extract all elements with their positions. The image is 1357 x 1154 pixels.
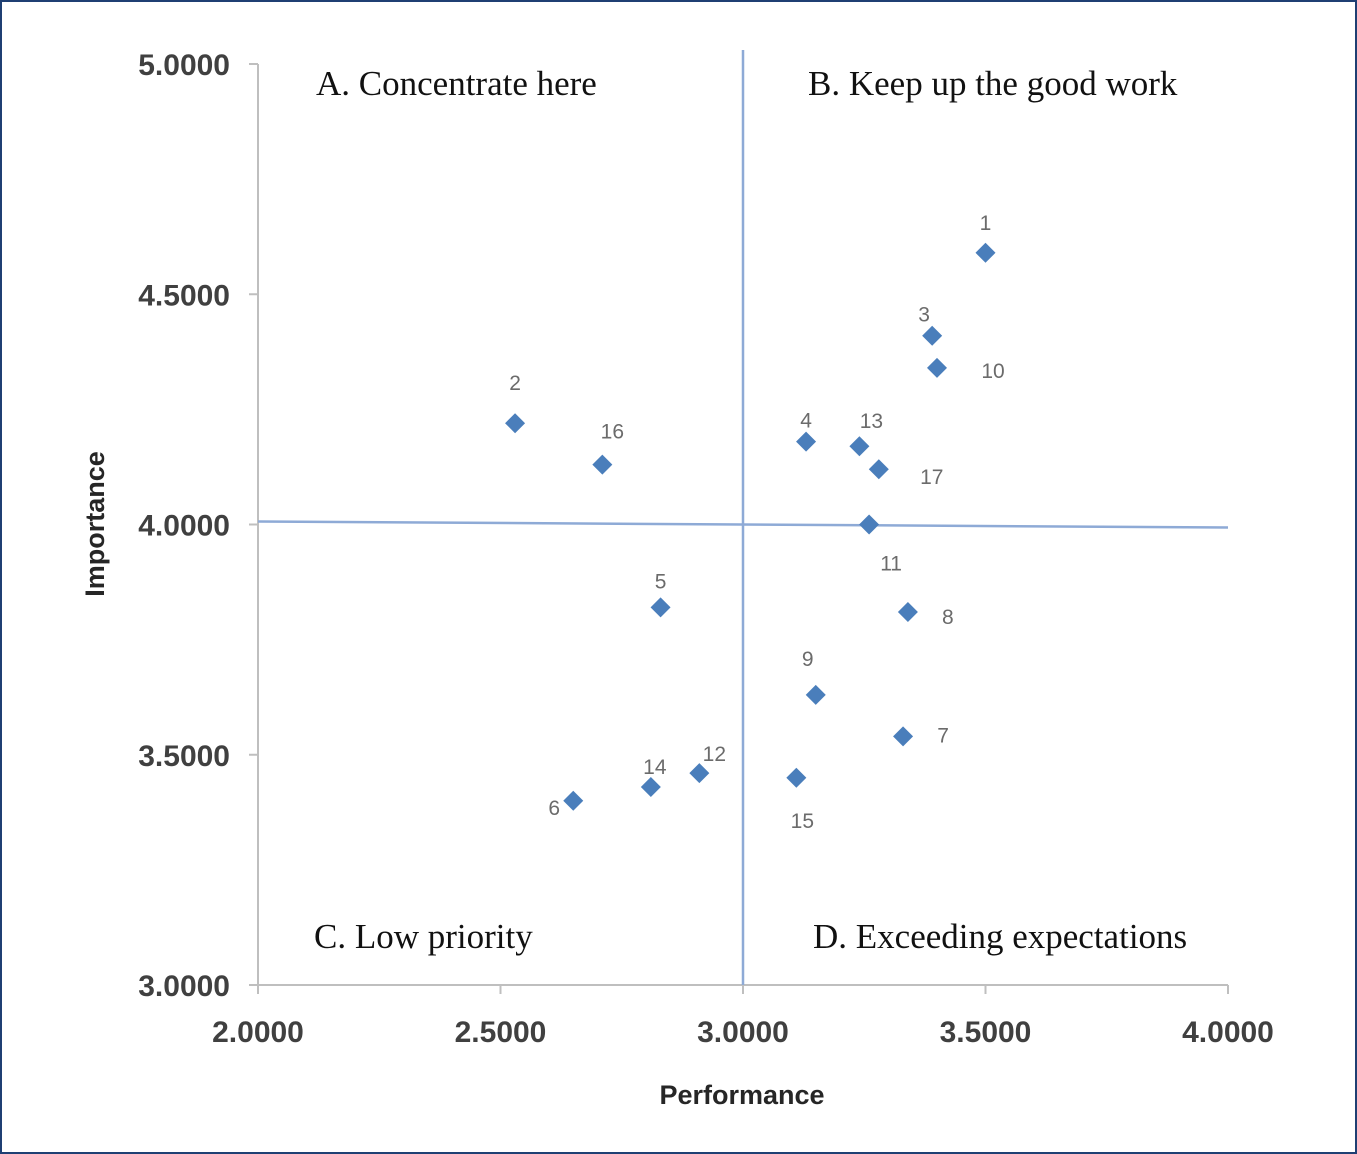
data-point-8 — [897, 601, 918, 622]
y-axis-title: Importance — [80, 451, 110, 597]
quadrant-d-label: D. Exceeding expectations — [813, 917, 1187, 956]
point-label-2: 2 — [509, 372, 521, 395]
data-point-12 — [689, 763, 710, 784]
data-point-2 — [505, 413, 526, 434]
point-label-6: 6 — [548, 797, 560, 820]
point-label-14: 14 — [643, 756, 667, 779]
x-tick-label: 4.0000 — [1182, 1016, 1274, 1049]
data-point-16 — [592, 454, 613, 475]
point-label-3: 3 — [918, 304, 930, 327]
data-point-7 — [893, 726, 914, 747]
horizontal-divider — [257, 520, 1229, 529]
x-ticks: 2.0000 2.5000 3.0000 3.5000 4.0000 — [212, 985, 1274, 1049]
data-point-17 — [868, 459, 889, 480]
x-tick-label: 3.0000 — [697, 1016, 789, 1049]
data-point-5 — [650, 597, 671, 618]
y-tick-label: 5.0000 — [138, 49, 230, 82]
quadrant-b-label: B. Keep up the good work — [808, 64, 1178, 103]
point-label-15: 15 — [791, 810, 814, 833]
data-point-9 — [805, 684, 826, 705]
point-label-13: 13 — [860, 410, 883, 433]
data-point-1 — [975, 242, 996, 263]
data-point-6 — [563, 790, 584, 811]
point-label-5: 5 — [655, 570, 667, 593]
x-tick-label: 3.5000 — [940, 1016, 1032, 1049]
point-label-8: 8 — [942, 606, 954, 629]
data-point-3 — [922, 325, 943, 346]
quadrant-c-label: C. Low priority — [314, 917, 533, 956]
y-ticks: 3.0000 3.5000 4.0000 4.5000 5.0000 — [138, 49, 258, 1003]
data-point-14 — [640, 776, 661, 797]
data-point-13 — [849, 436, 870, 457]
point-label-16: 16 — [601, 421, 624, 444]
point-label-10: 10 — [981, 360, 1004, 383]
point-label-4: 4 — [800, 410, 812, 433]
point-label-17: 17 — [920, 466, 943, 489]
point-label-7: 7 — [937, 724, 949, 747]
data-points — [505, 242, 996, 811]
data-point-10 — [927, 357, 947, 378]
point-label-11: 11 — [880, 553, 902, 576]
quadrant-dividers — [257, 50, 1229, 985]
y-tick-label: 4.0000 — [138, 510, 230, 543]
y-tick-label: 3.0000 — [138, 970, 230, 1003]
point-label-1: 1 — [980, 212, 992, 235]
data-point-11 — [859, 514, 880, 535]
y-tick-label: 4.5000 — [138, 279, 230, 312]
x-axis-title: Performance — [659, 1080, 824, 1110]
point-label-9: 9 — [802, 648, 814, 671]
quadrant-a-label: A. Concentrate here — [316, 64, 597, 103]
data-point-4 — [796, 431, 817, 452]
x-tick-label: 2.5000 — [455, 1016, 547, 1049]
data-point-15 — [786, 767, 807, 788]
y-tick-label: 3.5000 — [138, 740, 230, 773]
x-tick-label: 2.0000 — [212, 1016, 304, 1049]
point-label-12: 12 — [703, 743, 726, 766]
